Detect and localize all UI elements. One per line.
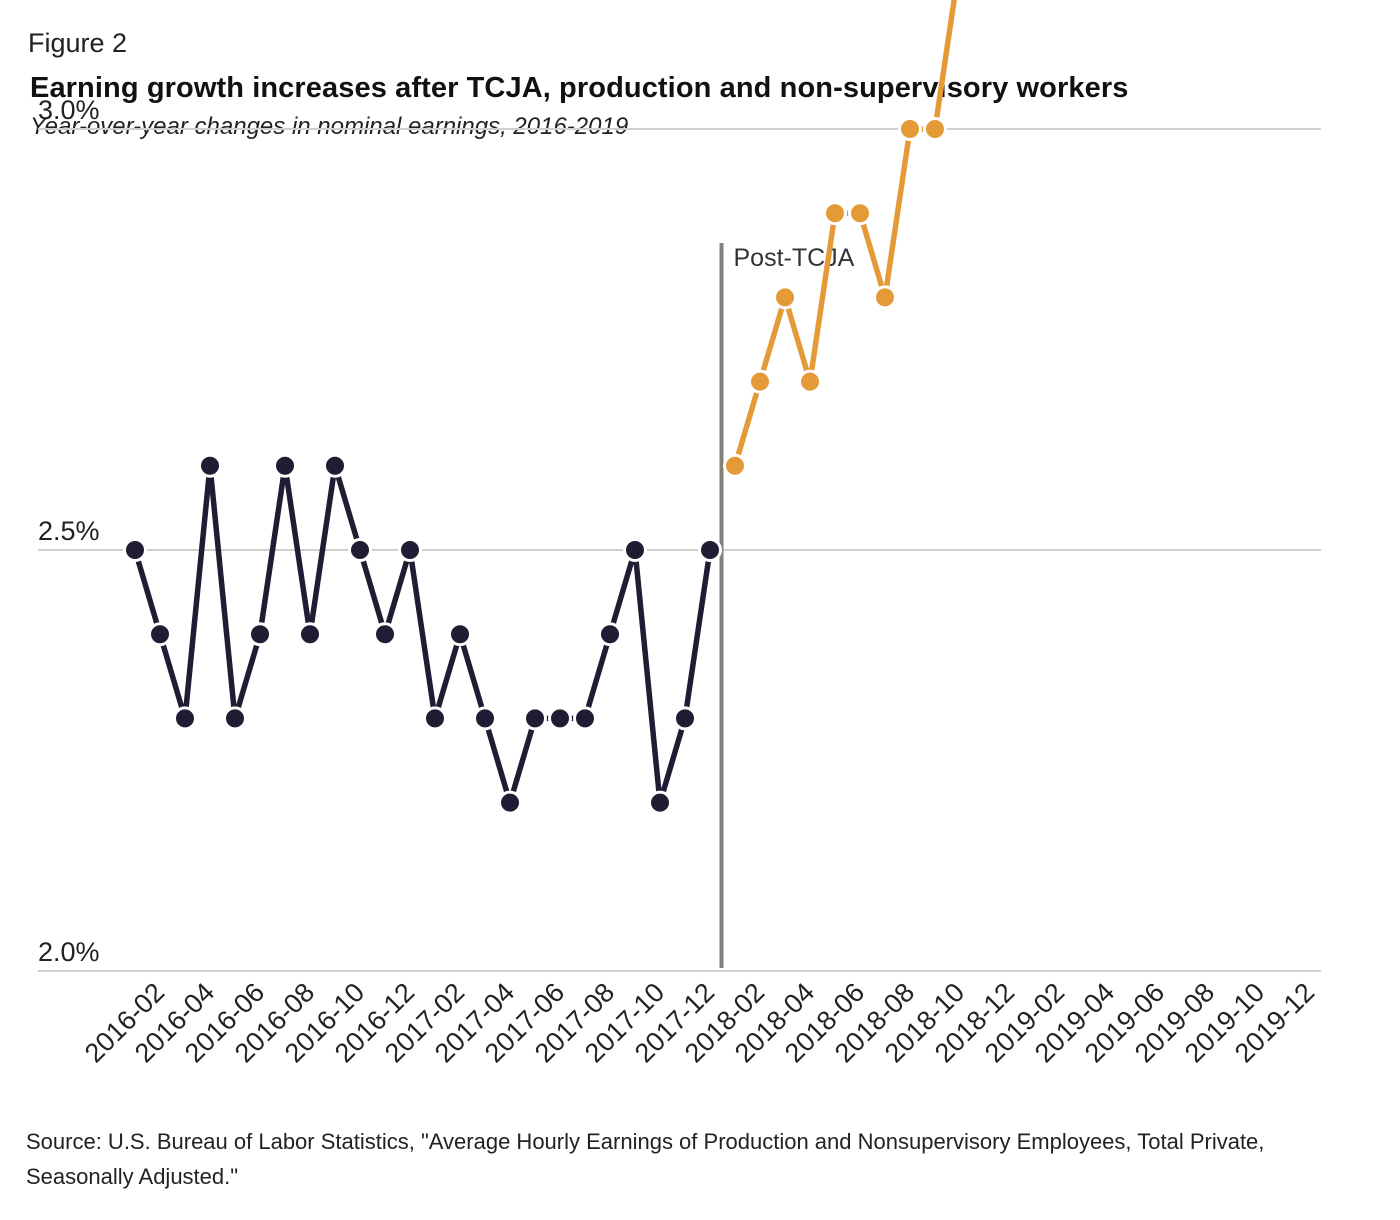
data-point [148, 622, 172, 647]
data-point [498, 790, 522, 815]
data-point [348, 538, 372, 562]
data-point [223, 706, 247, 731]
data-point [398, 538, 422, 562]
line-chart: 2.0%2.5%3.0%3.5% Post-TCJA 2016-022016-0… [38, 0, 1321, 1068]
gridlines [38, 128, 1321, 972]
data-point [298, 622, 322, 647]
data-point [748, 369, 772, 394]
data-point [423, 706, 447, 731]
data-point [473, 706, 497, 731]
x-axis-labels: 2016-022016-042016-062016-082016-102016-… [79, 977, 1320, 1068]
data-point [523, 706, 547, 731]
data-point [648, 790, 672, 815]
series-layer [123, 0, 957, 815]
data-point [698, 538, 722, 562]
data-point [548, 706, 572, 731]
source-note: Source: U.S. Bureau of Labor Statistics,… [26, 1129, 1265, 1189]
data-point [723, 453, 747, 478]
data-point [448, 622, 472, 647]
data-point [198, 453, 222, 478]
series-line [132, 463, 713, 806]
figure-label: Figure 2 [28, 28, 128, 58]
data-point [123, 538, 147, 562]
data-point [773, 285, 797, 310]
data-point [573, 706, 597, 731]
data-point [623, 538, 647, 562]
data-point [323, 453, 347, 478]
data-point [823, 201, 847, 226]
data-point [673, 706, 697, 731]
data-point [373, 622, 397, 647]
data-point [873, 285, 897, 310]
series-line [732, 0, 957, 469]
series-post-tcja [723, 0, 957, 478]
data-point [273, 453, 297, 478]
data-point [848, 201, 872, 226]
y-tick-label: 2.5% [38, 516, 100, 546]
data-point [923, 117, 947, 141]
y-tick-label: 2.0% [38, 937, 100, 967]
data-point [173, 706, 197, 731]
data-point [798, 369, 822, 394]
data-point [248, 622, 272, 647]
data-point [898, 117, 922, 141]
data-point [598, 622, 622, 647]
post-tcja-divider: Post-TCJA [719, 243, 855, 968]
y-tick-label: 3.0% [38, 95, 100, 125]
y-axis-labels: 2.0%2.5%3.0%3.5% [38, 95, 100, 967]
series-pre-tcja [123, 453, 722, 815]
divider-annotation: Post-TCJA [734, 244, 855, 272]
chart-subtitle: Year-over-year changes in nominal earnin… [30, 113, 629, 140]
